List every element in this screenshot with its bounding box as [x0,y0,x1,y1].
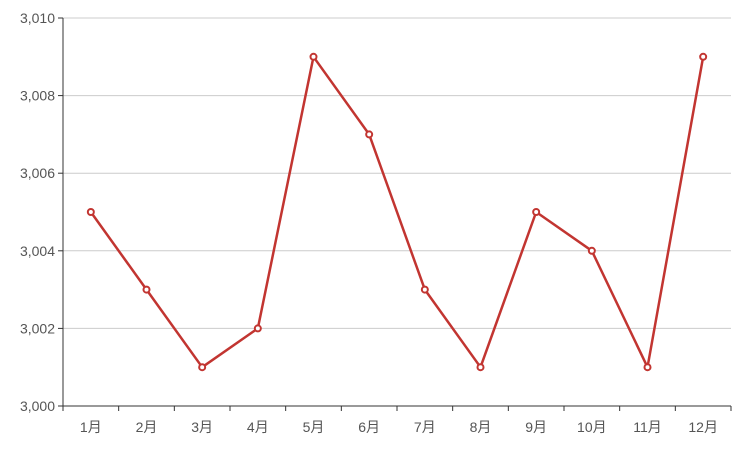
y-tick-label: 3,010 [20,10,55,26]
data-point [643,363,652,372]
x-tick-label: 12月 [688,419,718,435]
y-tick-label: 3,004 [20,243,55,259]
data-point [309,52,318,61]
y-tick-label: 3,006 [20,165,55,181]
x-axis-tick-labels: 1月 2月 3月 4月 5月 6月 7月 8月 9月 10月 11月 12月 [80,419,718,435]
axes [58,17,732,411]
x-tick-label: 3月 [191,419,213,435]
data-point [476,363,485,372]
x-tick-label: 6月 [358,419,380,435]
data-point [86,208,95,216]
x-tick-label: 8月 [470,419,492,435]
y-axis-tick-labels: 3,000 3,002 3,004 3,006 3,008 3,010 [20,10,55,414]
y-tick-label: 3,002 [20,320,55,336]
data-point [420,285,429,294]
x-tick-label: 10月 [577,419,607,435]
x-tick-label: 2月 [136,419,158,435]
x-tick-label: 11月 [633,419,662,435]
series-line [89,55,705,369]
data-point [587,246,596,255]
data-point [365,130,374,139]
grid-lines [63,17,731,329]
x-tick-label: 1月 [80,419,102,435]
data-point [253,324,262,333]
x-tick-label: 9月 [525,419,547,435]
y-tick-label: 3,008 [20,88,55,104]
series [86,52,708,372]
x-tick-label: 7月 [414,419,436,435]
data-point [142,285,151,294]
x-tick-label: 5月 [303,419,325,435]
y-tick-label: 3,000 [20,398,55,414]
data-point [532,208,541,216]
data-point [699,52,708,61]
x-tick-label: 4月 [247,419,269,435]
data-point [198,363,207,372]
